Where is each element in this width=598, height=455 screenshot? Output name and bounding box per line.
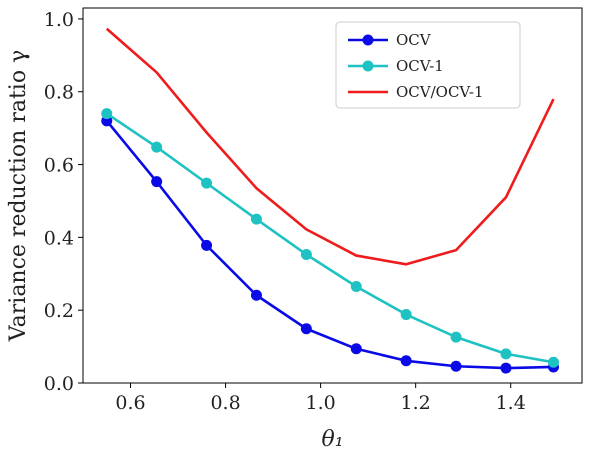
data-point	[450, 331, 462, 343]
legend-label: OCV/OCV-1	[396, 83, 484, 101]
axes-frame	[82, 7, 583, 384]
data-point	[300, 323, 312, 335]
plot-border	[82, 7, 583, 384]
y-tick-label: 0.4	[44, 227, 74, 249]
legend-box	[335, 21, 521, 109]
y-tick-label: 0.2	[44, 300, 74, 322]
data-point	[101, 108, 113, 120]
legend-swatch-marker	[362, 60, 374, 72]
data-point	[151, 141, 163, 153]
legend-label: OCV-1	[396, 57, 444, 75]
legend: OCV OCV-1 OCV/OCV-1	[335, 21, 521, 109]
data-point	[151, 176, 163, 188]
data-point	[400, 309, 412, 321]
y-tick-label: 0.6	[44, 155, 74, 177]
legend-label: OCV	[396, 31, 432, 49]
data-point	[250, 213, 262, 225]
x-tick-label: 1.2	[401, 392, 431, 414]
data-point	[350, 281, 362, 293]
data-point	[547, 356, 559, 368]
x-tick-label: 0.8	[210, 392, 240, 414]
y-tick-label: 0.0	[44, 373, 74, 395]
series-layer	[101, 27, 559, 374]
x-tick-label: 0.6	[115, 392, 145, 414]
data-point	[400, 355, 412, 367]
series-1	[101, 115, 559, 374]
data-point	[500, 362, 512, 374]
series-line	[105, 120, 554, 370]
series-line	[105, 27, 555, 266]
y-tick-label: 1.0	[44, 9, 74, 31]
x-tick-label: 1.4	[496, 392, 526, 414]
data-point	[350, 343, 362, 355]
data-point	[250, 289, 262, 301]
data-point	[500, 348, 512, 360]
y-tick-label: 0.8	[44, 82, 74, 104]
x-tick-label: 1.0	[306, 392, 336, 414]
legend-swatch-marker	[362, 34, 374, 46]
series-3	[105, 27, 555, 266]
data-point	[450, 360, 462, 372]
data-point	[201, 239, 213, 251]
data-point	[300, 248, 312, 260]
series-line	[106, 112, 554, 364]
ticks-layer: 0.6 0.8 1.0 1.2 1.4 0.0 0.2 0.4 0.6 0.8 1.0	[44, 9, 526, 414]
x-axis-title: θ₁	[321, 427, 343, 452]
series-2	[101, 108, 559, 368]
data-point	[201, 177, 213, 189]
y-axis-title: Variance reduction ratio γ	[6, 50, 31, 342]
